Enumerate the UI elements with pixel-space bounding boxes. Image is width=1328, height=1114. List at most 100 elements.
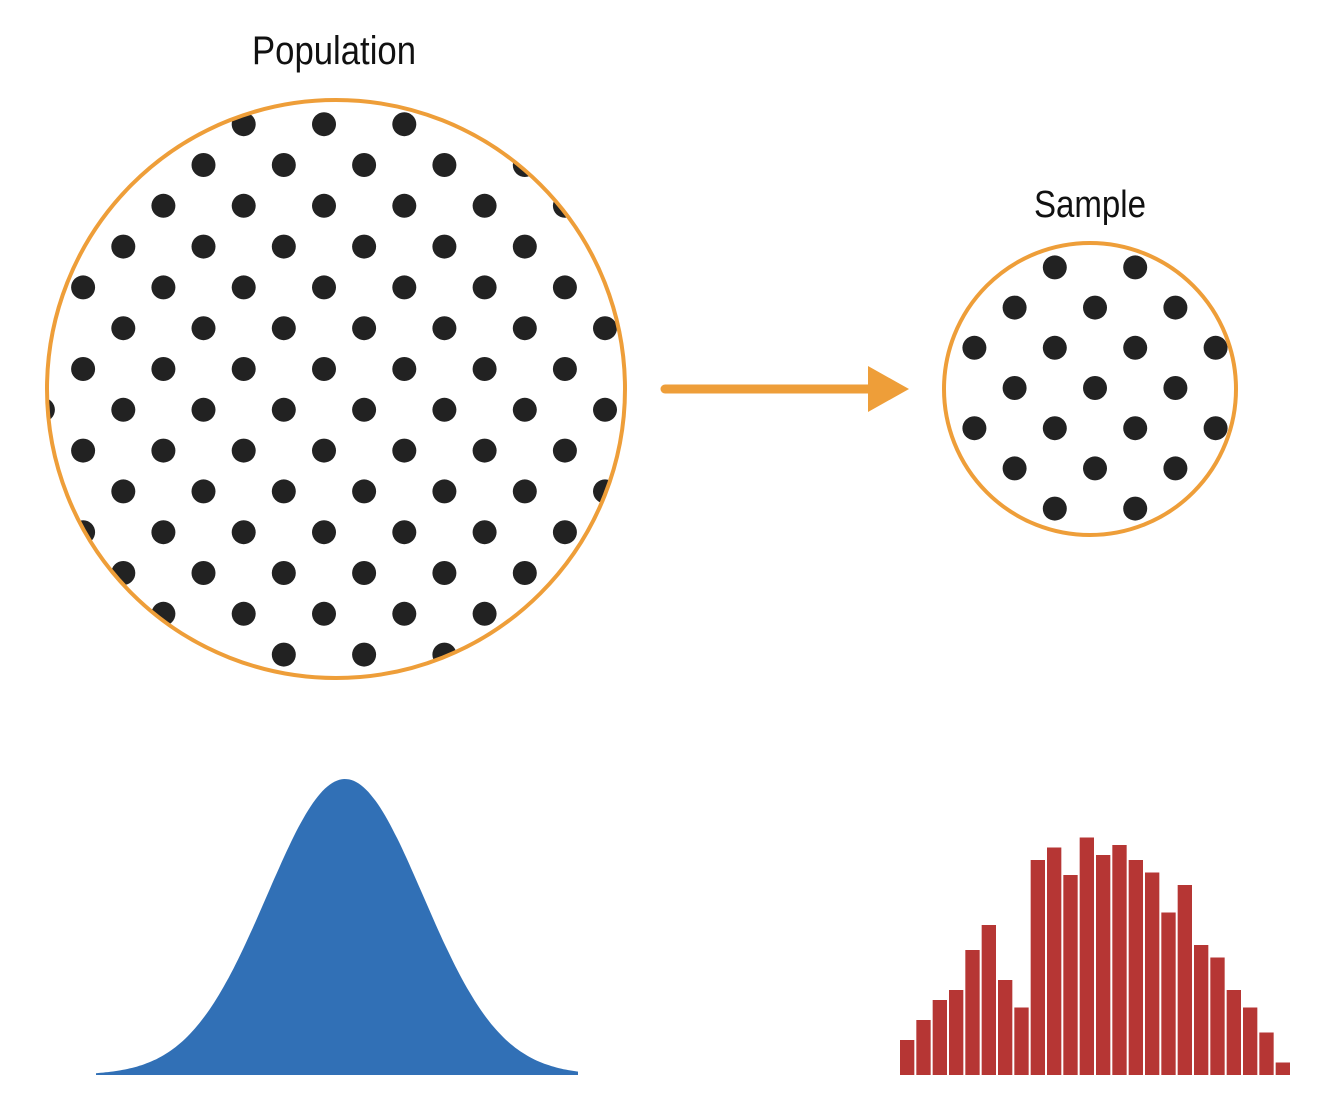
population-dot — [191, 316, 216, 341]
histogram-bar — [1275, 1062, 1290, 1075]
histogram-bar — [965, 950, 980, 1075]
histogram-bar — [1161, 912, 1176, 1075]
population-dot — [151, 275, 176, 300]
histogram-bar — [1096, 855, 1111, 1075]
population-dot — [231, 438, 256, 463]
population-dot — [432, 234, 457, 259]
population-dot — [352, 153, 377, 177]
population-dot — [352, 234, 377, 259]
population-dot — [151, 438, 176, 463]
sample-circle-outline — [942, 241, 1238, 537]
histogram-bar — [1014, 1007, 1029, 1075]
histogram-bar — [981, 925, 996, 1075]
sample-dot — [1163, 456, 1188, 481]
population-dot — [271, 397, 296, 422]
population-dot — [512, 316, 537, 341]
sample-dot — [1163, 295, 1188, 320]
population-dot — [111, 479, 136, 504]
sample-dot — [1123, 335, 1148, 360]
population-dot — [231, 357, 256, 381]
population-dot — [191, 397, 216, 422]
population-dot — [191, 479, 216, 504]
histogram-bar — [1210, 957, 1225, 1075]
histogram-bar — [916, 1020, 931, 1075]
population-dot — [352, 561, 377, 585]
population-dot — [271, 642, 296, 667]
population-dot — [191, 153, 216, 177]
population-dot — [312, 601, 336, 626]
population-dot — [312, 438, 336, 463]
histogram-bar — [1145, 872, 1160, 1075]
histogram-bar — [1259, 1032, 1274, 1075]
histogram-bar — [1243, 1007, 1258, 1075]
population-dot — [392, 193, 417, 218]
population-dot — [191, 561, 216, 585]
population-dot — [271, 479, 296, 504]
sample-dot — [1042, 255, 1067, 280]
population-dot — [432, 397, 457, 422]
histogram-bar — [1177, 885, 1192, 1075]
population-dot — [392, 520, 417, 545]
population-dot — [432, 561, 457, 585]
population-dot — [392, 601, 417, 626]
population-dot — [352, 397, 377, 422]
sample-dot — [962, 416, 987, 441]
population-dot — [432, 316, 457, 341]
population-dot — [231, 193, 256, 218]
sample-dot — [1123, 255, 1148, 280]
population-dot — [151, 357, 176, 381]
sample-dot — [962, 335, 987, 360]
sample-dot — [1123, 416, 1148, 441]
population-dot — [552, 438, 577, 463]
histogram-bar — [949, 990, 964, 1075]
sample-dot — [1002, 295, 1027, 320]
population-dot — [552, 357, 577, 381]
population-dot — [271, 316, 296, 341]
population-dot — [151, 520, 176, 545]
population-dot — [352, 642, 377, 667]
population-dot — [593, 316, 617, 341]
population-dot — [312, 357, 336, 381]
sample-circle — [942, 241, 1238, 537]
population-dot — [271, 153, 296, 177]
histogram-bar — [1226, 990, 1241, 1075]
population-dot — [352, 316, 377, 341]
histogram-bar — [1079, 837, 1094, 1075]
sample-dot — [1002, 456, 1027, 481]
sampling-arrow — [660, 366, 909, 412]
population-dot — [472, 357, 497, 381]
sample-dot — [1083, 295, 1107, 320]
histogram-bar — [998, 980, 1013, 1075]
sample-dot — [1083, 376, 1107, 400]
population-dot — [472, 520, 497, 545]
population-dot — [71, 275, 96, 300]
arrow-head — [868, 366, 909, 412]
population-dot — [312, 112, 336, 137]
population-dot — [392, 275, 417, 300]
population-dot — [271, 234, 296, 259]
population-circle — [45, 98, 627, 680]
population-circle-outline — [45, 98, 627, 680]
population-dot — [191, 234, 216, 259]
population-dot — [512, 479, 537, 504]
sample-dot — [1203, 416, 1228, 441]
sample-dot — [1042, 335, 1067, 360]
sample-dots — [962, 255, 1228, 521]
population-dot — [512, 397, 537, 422]
population-dot — [472, 438, 497, 463]
sample-dot — [1042, 416, 1067, 441]
population-dot — [231, 275, 256, 300]
histogram-bar — [1063, 875, 1078, 1075]
sample-histogram — [900, 837, 1290, 1075]
population-dot — [111, 234, 136, 259]
histogram-bar — [1194, 945, 1209, 1075]
population-dot — [512, 234, 537, 259]
population-dot — [552, 520, 577, 545]
histogram-bar — [1128, 860, 1143, 1075]
population-dot — [111, 397, 136, 422]
population-dot — [151, 193, 176, 218]
population-dot — [231, 520, 256, 545]
population-dot — [472, 601, 497, 626]
population-dot — [552, 275, 577, 300]
